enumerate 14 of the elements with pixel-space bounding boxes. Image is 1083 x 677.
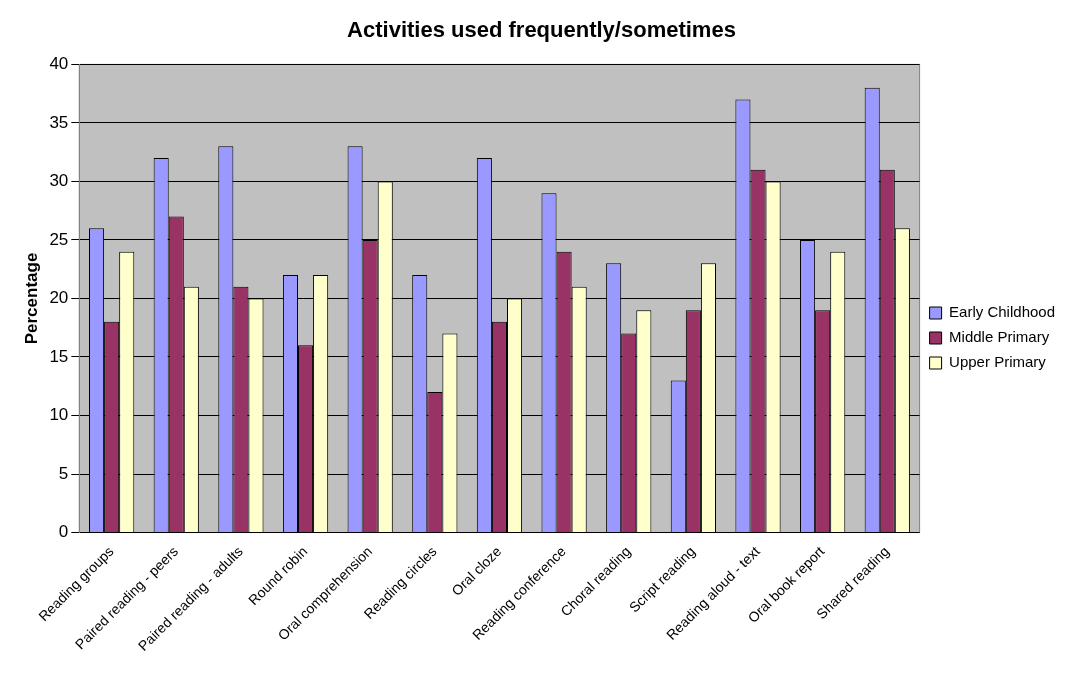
y-tick-label: 35 — [49, 112, 69, 132]
legend-label: Upper Primary — [949, 353, 1047, 371]
legend-label: Early Childhood — [949, 303, 1056, 321]
y-axis-title: Percentage — [21, 252, 41, 345]
y-tick-label: 30 — [49, 171, 69, 191]
y-tick-label: 20 — [49, 288, 69, 308]
chart-title: Activities used frequently/sometimes — [347, 17, 736, 43]
y-tick-label: 40 — [49, 54, 69, 74]
y-tick-label: 15 — [49, 346, 69, 366]
y-tick-label: 10 — [49, 405, 69, 425]
legend-label: Middle Primary — [949, 328, 1050, 346]
y-tick-label: 25 — [49, 229, 69, 249]
y-tick-label: 0 — [58, 522, 69, 542]
y-tick-label: 5 — [58, 463, 69, 483]
